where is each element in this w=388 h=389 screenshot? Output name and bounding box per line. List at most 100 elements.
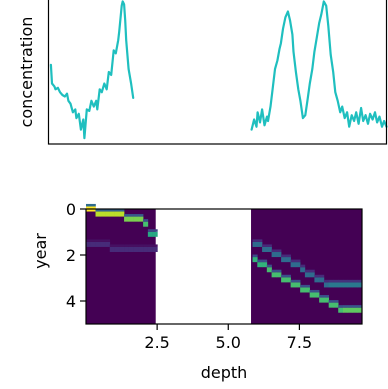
heatmap-cell — [304, 287, 310, 293]
heatmap-cell — [100, 211, 106, 217]
heatmap-cell — [319, 295, 325, 298]
heatmap-cell — [257, 239, 263, 242]
heatmap-cell — [128, 246, 134, 253]
heatmap-cell — [323, 297, 329, 303]
heatmap-cell — [333, 279, 339, 283]
heatmap-cell — [262, 244, 268, 247]
heatmap-cell — [314, 292, 320, 298]
heatmap-cell — [309, 272, 315, 278]
heatmap-region-left — [86, 209, 156, 324]
heatmap-cell — [266, 246, 272, 253]
heatmap-cell — [323, 295, 329, 298]
heatmap-cell — [276, 272, 282, 278]
heatmap-cell — [90, 203, 96, 207]
depth-tick-label: 5.0 — [216, 333, 241, 352]
heatmap-cell — [86, 203, 92, 207]
heatmap-cell — [143, 246, 149, 253]
heatmap-cell — [128, 244, 134, 247]
year-axis-label: year — [31, 233, 50, 269]
heatmap-cell — [86, 239, 92, 242]
heatmap-cell — [352, 305, 358, 308]
heatmap-cell — [109, 211, 115, 217]
concentration-chart: concentration — [17, 0, 388, 145]
heatmap-cell — [114, 211, 120, 217]
heatmap-cell — [95, 241, 101, 247]
heatmap-cell — [100, 239, 106, 242]
heatmap-cell — [143, 244, 149, 247]
heatmap-cell — [143, 219, 149, 222]
heatmap-cell — [266, 244, 272, 247]
heatmap-cell — [290, 282, 296, 288]
heatmap-cell — [105, 239, 111, 242]
heatmap-cell — [262, 259, 268, 263]
heatmap-cell — [109, 246, 115, 253]
heatmap-cell — [290, 262, 296, 268]
heatmap-cell — [304, 272, 310, 278]
depth-tick-label: 7.5 — [287, 333, 312, 352]
heatmap-cell — [295, 262, 301, 268]
heatmap-cell — [357, 282, 363, 288]
year-ticks: 0 2 4 — [66, 200, 86, 311]
year-tick-label: 2 — [66, 246, 76, 265]
heatmap-cell — [271, 252, 277, 258]
heatmap-cell — [257, 262, 263, 268]
heatmap-cell — [333, 302, 339, 308]
heatmap-cell — [333, 300, 339, 303]
heatmap-cell — [147, 229, 153, 232]
heatmap-cell — [119, 246, 125, 253]
heatmap-cell — [285, 274, 291, 278]
heatmap-cell — [295, 282, 301, 288]
heatmap-cell — [128, 216, 134, 222]
heatmap-cell — [357, 305, 363, 308]
concentration-plot-frame — [47, 0, 388, 145]
heatmap-cell — [152, 231, 158, 237]
heatmap-cell — [323, 279, 329, 283]
heatmap-cells — [86, 203, 363, 324]
heatmap-cell — [338, 307, 344, 313]
heatmap-cell — [252, 254, 258, 258]
heatmap-cell — [95, 211, 101, 217]
heatmap-cell — [352, 279, 358, 283]
heatmap-cell — [342, 305, 349, 308]
heatmap-cell — [114, 209, 120, 212]
heatmap-cell — [338, 279, 344, 283]
concentration-series — [49, 0, 388, 140]
heatmap-cell — [271, 249, 277, 253]
heatmap-cell — [119, 244, 125, 247]
heatmap-cell — [109, 244, 115, 247]
heatmap-cell — [138, 246, 144, 253]
heatmap-cell — [285, 277, 291, 283]
heatmap-cell — [124, 246, 130, 253]
heatmap-cell — [314, 277, 320, 283]
heatmap-cell — [347, 305, 353, 308]
heatmap-cell — [119, 209, 125, 212]
heatmap-cell — [138, 216, 144, 222]
heatmap-cell — [90, 239, 96, 242]
year-tick-label: 4 — [66, 292, 76, 311]
heatmap-cell — [300, 284, 306, 288]
heatmap-cell — [347, 282, 353, 288]
heatmap-cell — [281, 254, 287, 258]
heatmap-cell — [147, 231, 153, 237]
heatmap-cell — [109, 209, 115, 212]
heatmap-cell — [357, 279, 363, 283]
concentration-line-segment-1 — [49, 0, 135, 140]
heatmap-cell — [143, 221, 149, 227]
heatmap-cell — [271, 269, 277, 273]
heatmap-cell — [266, 267, 272, 273]
heatmap-cell — [342, 307, 349, 313]
heatmap-cell — [152, 229, 158, 232]
heatmap-cell — [266, 264, 272, 268]
heatmap-cell — [147, 246, 153, 253]
heatmap-cell — [114, 246, 120, 253]
heatmap-cell — [100, 209, 106, 212]
heatmap-cell — [314, 274, 320, 278]
heatmap-cell — [138, 214, 144, 217]
heatmap-cell — [281, 274, 287, 278]
heatmap-cell — [352, 307, 358, 313]
heatmap-cell — [252, 241, 258, 247]
heatmap-cell — [328, 279, 334, 283]
concentration-axis-label: concentration — [17, 17, 36, 128]
heatmap-cell — [290, 279, 296, 283]
heatmap-cell — [319, 297, 325, 303]
